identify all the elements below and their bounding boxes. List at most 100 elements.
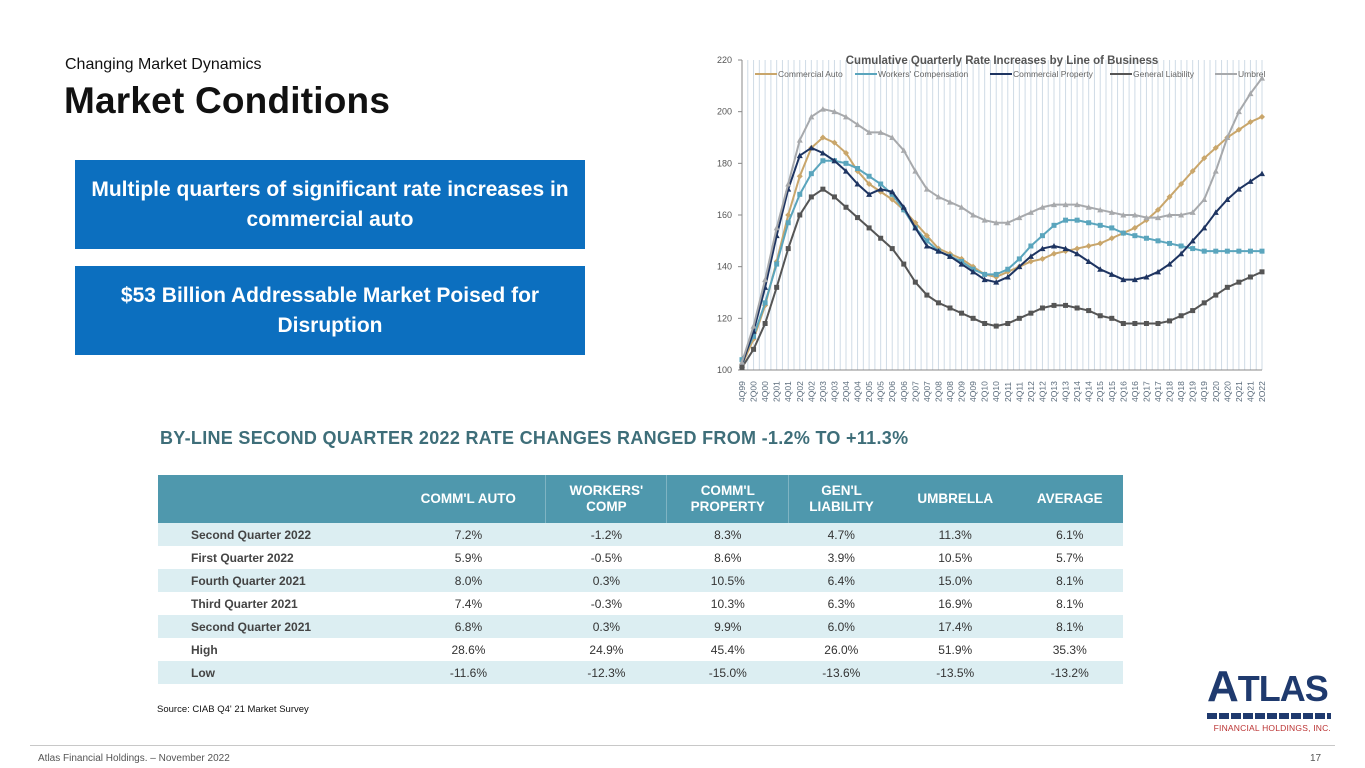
data-point [970,212,977,218]
data-point [1074,201,1081,208]
data-point [1167,318,1173,324]
legend-label: Commercial Property [1013,69,1094,79]
data-point [1189,168,1196,175]
data-point [1062,201,1069,208]
data-point [993,271,999,277]
y-tick-label: 120 [717,313,732,323]
data-point [959,310,965,316]
data-point [1235,186,1242,192]
chart-title: Cumulative Quarterly Rate Increases by L… [846,55,1159,67]
x-tick-label: 4Q06 [899,381,909,402]
x-tick-label: 2Q22 [1257,381,1265,402]
data-point [843,168,849,174]
data-point [1004,219,1011,226]
data-point [901,207,907,213]
y-tick-label: 160 [717,210,732,220]
data-point [935,193,942,200]
data-point [750,323,757,329]
data-point [1132,233,1138,239]
cell: 6.8% [391,615,546,638]
header-comml-auto: COMM'L AUTO [391,475,546,523]
cell: 8.6% [714,550,742,565]
cell: -13.2% [1016,661,1123,684]
data-point [1051,302,1057,308]
header-line: GEN'L [821,483,862,498]
y-tick-label: 200 [717,107,732,117]
x-tick-label: 2Q03 [818,381,828,402]
data-point [935,248,942,254]
data-point [1074,305,1080,311]
data-point [751,333,757,339]
header-average: AVERAGE [1016,475,1123,523]
legend-label: Commercial Auto [778,69,843,79]
x-tick-label: 4Q14 [1084,381,1094,402]
header-line: WORKERS' [569,483,644,498]
data-point [1259,248,1265,254]
data-point [1108,271,1115,277]
data-point [1004,274,1011,280]
data-point [877,186,884,192]
row-label: Low [158,661,391,684]
data-point [1259,170,1265,177]
cell: -1.2% [545,523,667,546]
data-point [1166,193,1173,200]
cell: 5.7% [1056,550,1084,565]
slide-subtitle: Changing Market Dynamics [65,56,262,73]
data-point [878,235,884,241]
x-tick-label: 2Q18 [1165,381,1175,402]
data-point [993,219,1000,226]
data-point [1190,246,1196,252]
legend-label: Workers' Compensation [878,69,969,79]
cell: 28.6% [451,642,486,657]
data-point [831,194,837,200]
data-point [808,144,815,151]
y-tick-label: 220 [717,55,732,65]
x-tick-label: 4Q10 [991,381,1001,402]
data-point [855,215,861,221]
cell: -0.5% [590,550,623,565]
cell: -12.3% [545,661,667,684]
data-point [1201,224,1208,231]
data-point [819,134,826,141]
data-point [1247,119,1254,125]
data-point [1259,75,1265,81]
data-point [1236,279,1242,285]
footer-divider [30,745,1335,746]
data-point [855,166,861,171]
data-point [1039,233,1045,239]
data-point [889,246,895,252]
data-point [866,191,873,197]
cell: 5.9% [454,550,483,565]
data-point [993,323,999,329]
data-point [1213,292,1219,298]
header-line: COMP [586,499,627,514]
table-row: Second Quarter 2021 6.8% 0.3% 9.9% 6.0% … [158,615,1123,638]
data-point [1120,230,1126,236]
x-tick-label: 4Q15 [1107,381,1117,402]
series-line [741,187,1263,368]
legend-label: General Liability [1133,69,1195,79]
table-row: High 28.6% 24.9% 45.4% 26.0% 51.9% 35.3% [158,638,1123,661]
cell: -0.3% [590,596,623,611]
data-point [820,158,826,164]
data-point [854,121,861,128]
data-point [762,276,769,283]
data-point [1039,245,1046,252]
data-point [982,271,988,277]
x-tick-label: 4Q21 [1245,381,1255,402]
data-point [785,220,791,226]
data-point [774,284,780,290]
data-point [1016,315,1022,321]
cell: 8.3% [666,523,789,546]
data-point [1108,235,1115,242]
x-tick-label: 4Q03 [829,381,839,402]
data-point [808,194,814,200]
data-point [1027,258,1034,265]
cell: 8.1% [1056,596,1084,611]
x-tick-label: 4Q00 [760,381,770,402]
data-point [912,279,918,285]
cell: 0.3% [545,615,667,638]
logo-subtitle: FINANCIAL HOLDINGS, INC. [1213,723,1331,733]
data-point [1212,209,1219,215]
